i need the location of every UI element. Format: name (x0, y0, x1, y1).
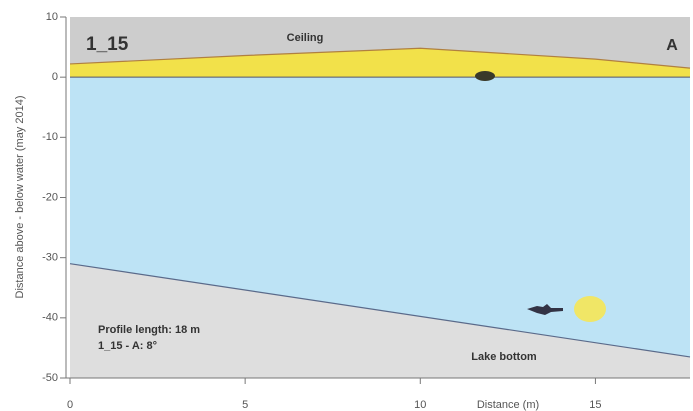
y-axis-label: Distance above - below water (may 2014) (14, 96, 26, 299)
info-line: Profile length: 18 m (98, 324, 200, 336)
x-tick-label: 5 (242, 399, 248, 411)
y-tick-label: -40 (42, 312, 58, 324)
x-tick-label: 15 (589, 399, 601, 411)
profile-id: 1_15 (86, 34, 129, 55)
x-tick-label: 10 (414, 399, 426, 411)
bottom-label: Lake bottom (471, 351, 537, 363)
corner-label: A (666, 37, 678, 54)
y-tick-label: -50 (42, 372, 58, 384)
y-tick-label: -20 (42, 191, 58, 203)
x-axis-label: Distance (m) (477, 399, 539, 411)
y-tick-label: -30 (42, 252, 58, 264)
info-line: 1_15 - A: 8° (98, 340, 157, 352)
ceiling-label: Ceiling (287, 32, 324, 44)
y-tick-label: 10 (46, 11, 58, 23)
y-tick-label: -10 (42, 131, 58, 143)
x-tick-label: 0 (67, 399, 73, 411)
chart: 1_15 Ceiling A Profile length: 18 m 1_15… (0, 0, 693, 411)
y-tick-label: 0 (52, 71, 58, 83)
object-icon (475, 71, 495, 81)
